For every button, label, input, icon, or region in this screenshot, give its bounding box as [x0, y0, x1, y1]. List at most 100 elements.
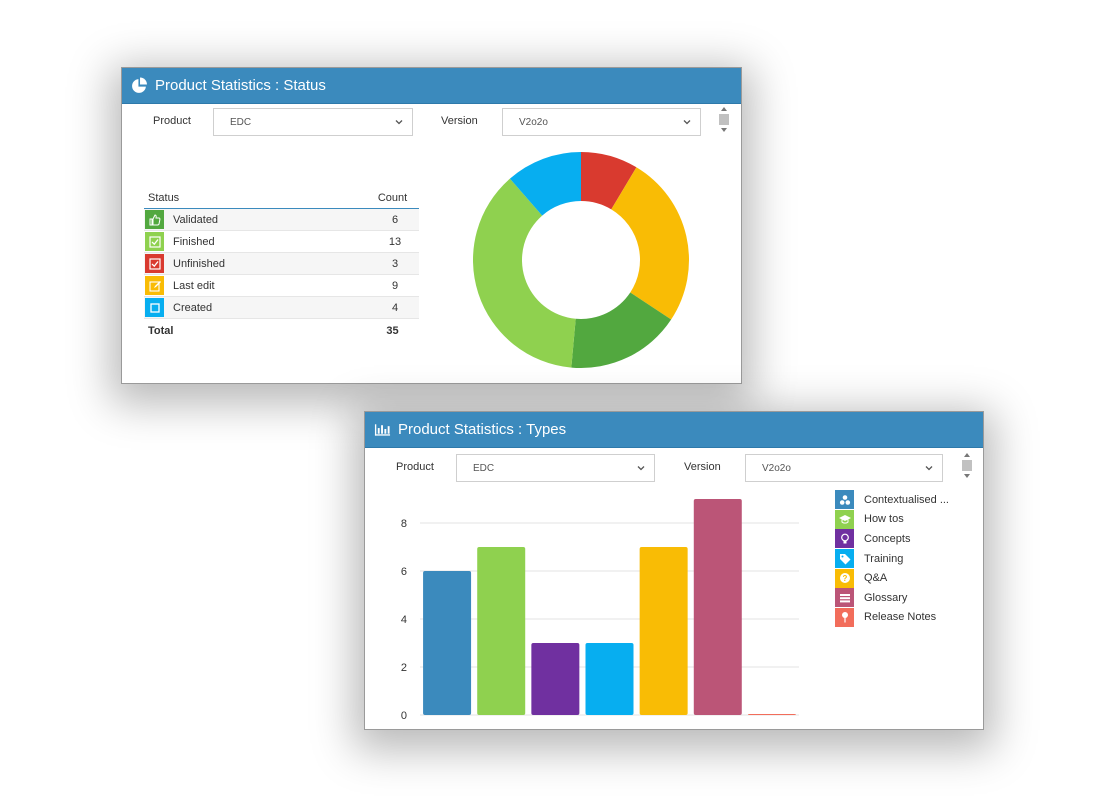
legend-item[interactable]: Glossary [835, 588, 949, 608]
product-select-value: EDC [473, 462, 495, 474]
bar-glossary [693, 499, 742, 715]
version-select-value: V2o2o [762, 462, 791, 474]
status-row: Unfinished 3 [144, 253, 419, 275]
check-square-icon [145, 232, 164, 251]
status-count: 4 [391, 301, 399, 314]
product-select-value: EDC [230, 116, 252, 128]
total-value: 35 [386, 325, 399, 337]
product-label: Product [396, 461, 434, 473]
product-select[interactable]: EDC [456, 454, 655, 482]
legend-item[interactable]: Contextualised ... [835, 490, 949, 510]
bar-how-tos [477, 547, 526, 715]
status-panel-header: Product Statistics : Status [122, 68, 741, 104]
edit-icon [145, 276, 164, 295]
legend-label: Training [864, 552, 904, 565]
legend-label: Glossary [864, 591, 908, 604]
status-table-header: Status Count [144, 188, 419, 209]
scrollbar-thumb[interactable] [719, 114, 729, 125]
lightbulb-icon [835, 529, 854, 549]
product-select[interactable]: EDC [213, 108, 413, 136]
status-table: Status Count Validated 6 Finished 13 Unfinis… [144, 188, 419, 343]
legend-label: Contextualised ... [864, 493, 949, 506]
y-tick-label: 4 [401, 614, 407, 626]
product-label: Product [153, 115, 191, 127]
pie-chart-icon [131, 77, 148, 94]
scrollbar[interactable] [961, 450, 973, 481]
bar-training [585, 643, 634, 715]
status-row: Created 4 [144, 297, 419, 319]
status-row: Validated 6 [144, 209, 419, 231]
status-count: 13 [388, 235, 402, 248]
y-tick-label: 0 [401, 710, 407, 722]
status-label: Last edit [173, 279, 215, 292]
status-count: 3 [391, 257, 399, 270]
pin-icon [835, 607, 854, 627]
legend-item[interactable]: Training [835, 549, 949, 569]
donut-slice-finished [472, 178, 576, 368]
chevron-down-icon [394, 117, 404, 127]
legend-item[interactable]: How tos [835, 509, 949, 530]
version-select[interactable]: V2o2o [745, 454, 943, 482]
types-bar-chart: 0 2 4 6 8 [401, 499, 799, 722]
chevron-down-icon [682, 117, 692, 127]
donut-slice-last-edit [611, 167, 689, 320]
panel-title: Product Statistics : Types [398, 421, 567, 438]
question-icon: ? [835, 568, 854, 588]
status-count: 6 [391, 213, 399, 226]
status-count: 9 [391, 279, 399, 292]
status-panel: Product Statistics : Status Product EDC … [121, 67, 742, 384]
thumbs-up-icon [145, 210, 164, 229]
bar-q-a [639, 547, 688, 715]
list-icon [835, 588, 854, 608]
graduation-cap-icon [835, 509, 854, 529]
square-icon [145, 298, 164, 317]
version-label: Version [684, 461, 721, 473]
scroll-down-icon[interactable] [961, 471, 973, 481]
status-donut-chart [472, 152, 689, 368]
legend-label: Concepts [864, 532, 911, 545]
legend-label: Q&A [864, 572, 888, 585]
tag-icon [835, 549, 854, 569]
total-row: Total 35 [144, 319, 419, 343]
donut-slice-created [509, 152, 581, 216]
donut-slice-validated [571, 292, 672, 368]
scroll-up-icon[interactable] [718, 104, 730, 114]
version-select-value: V2o2o [519, 116, 548, 128]
types-panel-header: Product Statistics : Types [365, 412, 983, 448]
legend-label: How tos [864, 513, 904, 526]
chevron-down-icon [636, 463, 646, 473]
bar-chart-icon [374, 421, 391, 438]
status-label: Validated [173, 213, 219, 226]
bar-contextualised [423, 571, 472, 715]
legend-item[interactable]: Release Notes [835, 607, 949, 628]
scrollbar-thumb[interactable] [962, 460, 972, 471]
status-label: Unfinished [173, 257, 225, 270]
status-row: Last edit 9 [144, 275, 419, 297]
objects-icon [835, 490, 854, 510]
y-tick-label: 6 [401, 566, 407, 578]
bar-release-notes [747, 714, 796, 715]
legend-item[interactable]: Concepts [835, 529, 949, 549]
status-label: Created [173, 301, 213, 314]
y-tick-label: 2 [401, 662, 407, 674]
panel-title: Product Statistics : Status [155, 77, 326, 94]
svg-text:?: ? [842, 574, 847, 583]
chevron-down-icon [924, 463, 934, 473]
types-legend: Contextualised ... How tos Concepts Trainin… [835, 490, 949, 627]
types-panel: Product Statistics : Types Product EDC V… [364, 411, 984, 730]
total-label: Total [148, 325, 174, 337]
status-label: Finished [173, 235, 215, 248]
legend-label: Release Notes [864, 611, 937, 624]
check-square-icon [145, 254, 164, 273]
status-row: Finished 13 [144, 231, 419, 253]
y-tick-label: 8 [401, 518, 407, 530]
legend-item[interactable]: ? Q&A [835, 568, 949, 588]
status-column-header: Status [148, 192, 180, 204]
bar-concepts [531, 643, 580, 715]
scroll-up-icon[interactable] [961, 450, 973, 460]
count-column-header: Count [377, 192, 408, 204]
scrollbar[interactable] [718, 104, 730, 135]
scroll-down-icon[interactable] [718, 125, 730, 135]
version-label: Version [441, 115, 478, 127]
version-select[interactable]: V2o2o [502, 108, 701, 136]
